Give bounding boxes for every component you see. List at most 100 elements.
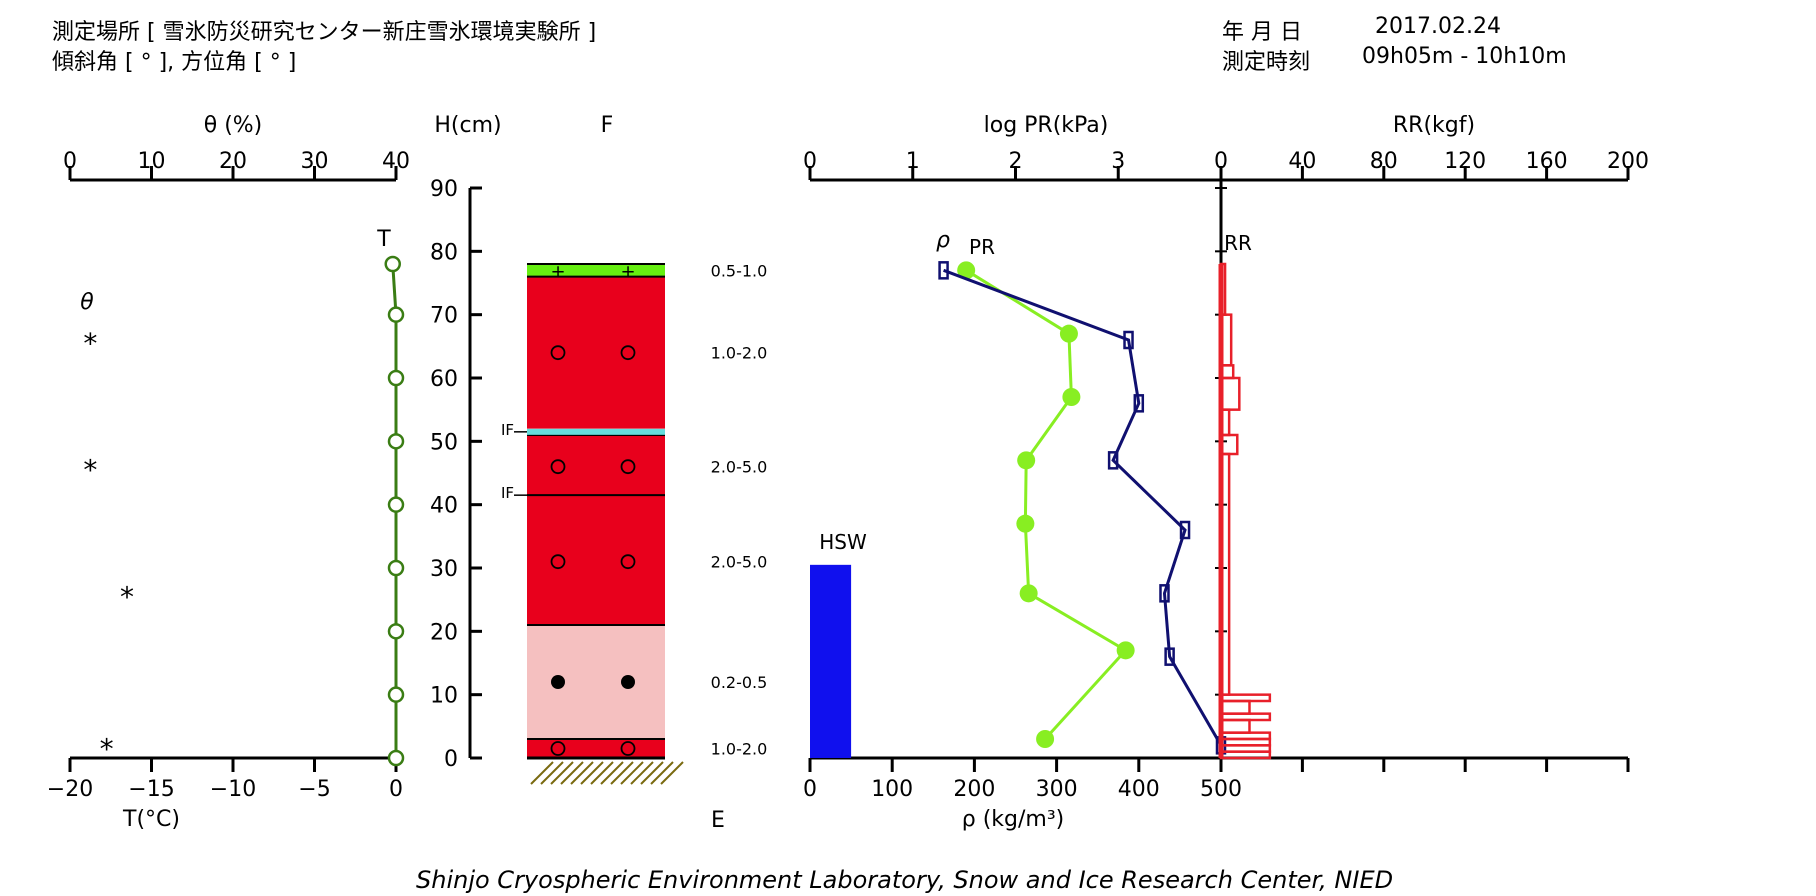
snow-layer bbox=[527, 625, 665, 739]
grain-size-label: 1.0-2.0 bbox=[711, 344, 768, 363]
grain-symbol bbox=[620, 459, 636, 475]
if-label: IF bbox=[501, 421, 514, 439]
pr-label: PR bbox=[969, 235, 995, 259]
theta-tick-label: 40 bbox=[382, 149, 410, 174]
snow-layer bbox=[527, 739, 665, 758]
temp-series-label: T bbox=[376, 227, 391, 252]
h-tick-label: 20 bbox=[430, 620, 458, 645]
pr-point bbox=[1123, 330, 1134, 350]
pr-tick-label: 3 bbox=[1111, 149, 1125, 174]
ground-hatch bbox=[600, 761, 624, 785]
ground-hatch bbox=[650, 761, 674, 785]
header-site: 測定場所 [ 雪氷防災研究センター新庄雪氷環境実験所 ] bbox=[52, 20, 597, 45]
ground-hatch bbox=[530, 761, 554, 785]
density-point bbox=[1036, 730, 1055, 748]
rho-axis-label: ρ (kg/m³) bbox=[962, 807, 1065, 832]
grain-symbol bbox=[550, 459, 566, 475]
density-point bbox=[1016, 514, 1035, 533]
temp-point bbox=[387, 749, 405, 767]
ground-hatch bbox=[630, 761, 654, 785]
grain-symbol bbox=[550, 741, 566, 756]
h-tick-label: 80 bbox=[430, 240, 458, 265]
temp-point bbox=[387, 306, 405, 323]
t-axis-label: T(°C) bbox=[122, 807, 180, 832]
ground-hatch bbox=[570, 761, 594, 785]
theta-tick-label: 10 bbox=[138, 149, 166, 174]
h-tick-label: 40 bbox=[430, 494, 458, 519]
rr-tick-label: 200 bbox=[1607, 149, 1649, 174]
grain-symbol bbox=[620, 345, 636, 361]
footer-credit: Shinjo Cryospheric Environment Laborator… bbox=[416, 866, 1394, 894]
grain-symbol: + bbox=[620, 261, 635, 282]
density-point bbox=[1019, 584, 1038, 603]
rho-label: ρ bbox=[936, 228, 950, 253]
theta-tick-label: 20 bbox=[219, 149, 247, 174]
temp-point bbox=[387, 559, 405, 577]
temp-point bbox=[387, 369, 405, 387]
grain-symbol bbox=[620, 741, 636, 756]
rr-tick-label: 0 bbox=[1214, 149, 1228, 174]
grain-size-label: 2.0-5.0 bbox=[711, 553, 768, 572]
rr-bar bbox=[1219, 718, 1251, 734]
grain-symbol bbox=[620, 554, 636, 570]
rho-tick-label: 100 bbox=[871, 777, 913, 802]
ground-hatch bbox=[540, 761, 564, 785]
rr-bar bbox=[1219, 376, 1241, 411]
ground-hatch bbox=[590, 761, 614, 785]
pr-point bbox=[1133, 394, 1145, 413]
rr-bar bbox=[1219, 750, 1272, 760]
theta-axis-label: θ (%) bbox=[204, 113, 263, 138]
temp-point bbox=[387, 686, 405, 703]
density-point bbox=[1017, 451, 1036, 470]
pr-point bbox=[1107, 451, 1119, 470]
pr-point bbox=[938, 261, 949, 280]
snow-layer bbox=[527, 276, 665, 429]
snow-layer bbox=[527, 435, 665, 496]
grain-symbol bbox=[550, 345, 566, 361]
ground-hatch bbox=[580, 761, 604, 785]
theta-tick-label: 30 bbox=[301, 149, 329, 174]
h-tick-label: 90 bbox=[430, 177, 458, 202]
pr-tick-label: 1 bbox=[906, 149, 920, 174]
ground-hatch bbox=[560, 761, 584, 785]
ice-crust bbox=[527, 428, 665, 435]
rho-tick-label: 300 bbox=[1036, 777, 1078, 802]
grain-symbol bbox=[550, 554, 566, 570]
snow-layer bbox=[527, 264, 665, 277]
rr-tick-label: 40 bbox=[1288, 149, 1316, 174]
grain-size-label: 0.2-0.5 bbox=[711, 673, 768, 692]
density-series-line bbox=[965, 269, 1128, 741]
density-point bbox=[1116, 641, 1135, 660]
e-label: E bbox=[711, 808, 725, 833]
date-value: 2017.02.24 bbox=[1375, 14, 1501, 39]
t-tick-label: −15 bbox=[128, 777, 174, 802]
h-tick-label: 50 bbox=[430, 430, 458, 455]
rr-axis-label: RR(kgf) bbox=[1393, 113, 1475, 138]
h-tick-label: 0 bbox=[444, 747, 458, 772]
h-tick-label: 30 bbox=[430, 557, 458, 582]
pr-point bbox=[1159, 584, 1170, 603]
time-label: 測定時刻 bbox=[1222, 50, 1311, 75]
hsw-label: HSW bbox=[819, 530, 867, 554]
hsw-bar bbox=[810, 564, 852, 758]
pr-tick-label: 2 bbox=[1009, 149, 1023, 174]
t-tick-label: 0 bbox=[389, 777, 403, 802]
density-point bbox=[1059, 324, 1078, 343]
theta-point: * bbox=[83, 327, 97, 360]
ground-hatch bbox=[610, 761, 634, 785]
t-tick-label: −10 bbox=[210, 777, 256, 802]
if-label: IF bbox=[501, 484, 514, 502]
rho-tick-label: 0 bbox=[803, 777, 817, 802]
theta-point: * bbox=[83, 454, 97, 487]
temp-point bbox=[387, 623, 405, 640]
rr-label: RR bbox=[1224, 231, 1252, 255]
theta-point: * bbox=[100, 732, 114, 765]
grain-size-label: 2.0-5.0 bbox=[711, 458, 768, 477]
h-axis-label: H(cm) bbox=[434, 113, 501, 138]
snow-layer bbox=[527, 495, 665, 625]
theta-point: * bbox=[120, 580, 134, 613]
pr-series-line bbox=[943, 268, 1223, 747]
temp-point bbox=[387, 496, 405, 513]
